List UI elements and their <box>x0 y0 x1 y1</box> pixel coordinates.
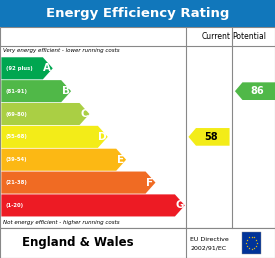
Text: Energy Efficiency Rating: Energy Efficiency Rating <box>46 7 229 20</box>
Polygon shape <box>188 128 230 146</box>
Bar <box>0 228 275 258</box>
Text: (39-54): (39-54) <box>6 157 27 162</box>
Text: (1-20): (1-20) <box>6 203 24 208</box>
Text: (81-91): (81-91) <box>6 89 28 94</box>
Text: A: A <box>43 63 51 73</box>
Text: 58: 58 <box>204 132 218 142</box>
Text: Current: Current <box>201 32 230 41</box>
Text: Potential: Potential <box>232 32 266 41</box>
Text: Very energy efficient - lower running costs: Very energy efficient - lower running co… <box>3 49 120 53</box>
Polygon shape <box>1 126 108 148</box>
Text: (69-80): (69-80) <box>6 111 28 117</box>
Text: F: F <box>147 178 153 188</box>
Text: C: C <box>80 109 88 119</box>
Text: 2002/91/EC: 2002/91/EC <box>191 246 227 251</box>
Text: E: E <box>117 155 124 165</box>
Polygon shape <box>1 80 71 102</box>
Text: 86: 86 <box>251 86 264 96</box>
Polygon shape <box>1 194 185 216</box>
Text: (21-38): (21-38) <box>6 180 28 185</box>
Polygon shape <box>235 82 275 100</box>
Bar <box>242 232 262 254</box>
Text: Not energy efficient - higher running costs: Not energy efficient - higher running co… <box>3 220 120 225</box>
Text: England & Wales: England & Wales <box>22 236 134 249</box>
Text: D: D <box>98 132 107 142</box>
Polygon shape <box>1 103 89 125</box>
Text: G: G <box>175 200 184 211</box>
Bar <box>0 0 275 27</box>
Text: (55-68): (55-68) <box>6 134 28 139</box>
Polygon shape <box>1 57 53 79</box>
Polygon shape <box>1 172 155 194</box>
Bar <box>0 27 275 228</box>
Text: EU Directive: EU Directive <box>190 237 228 242</box>
Text: (92 plus): (92 plus) <box>6 66 32 71</box>
Text: B: B <box>62 86 70 96</box>
Polygon shape <box>1 149 126 171</box>
